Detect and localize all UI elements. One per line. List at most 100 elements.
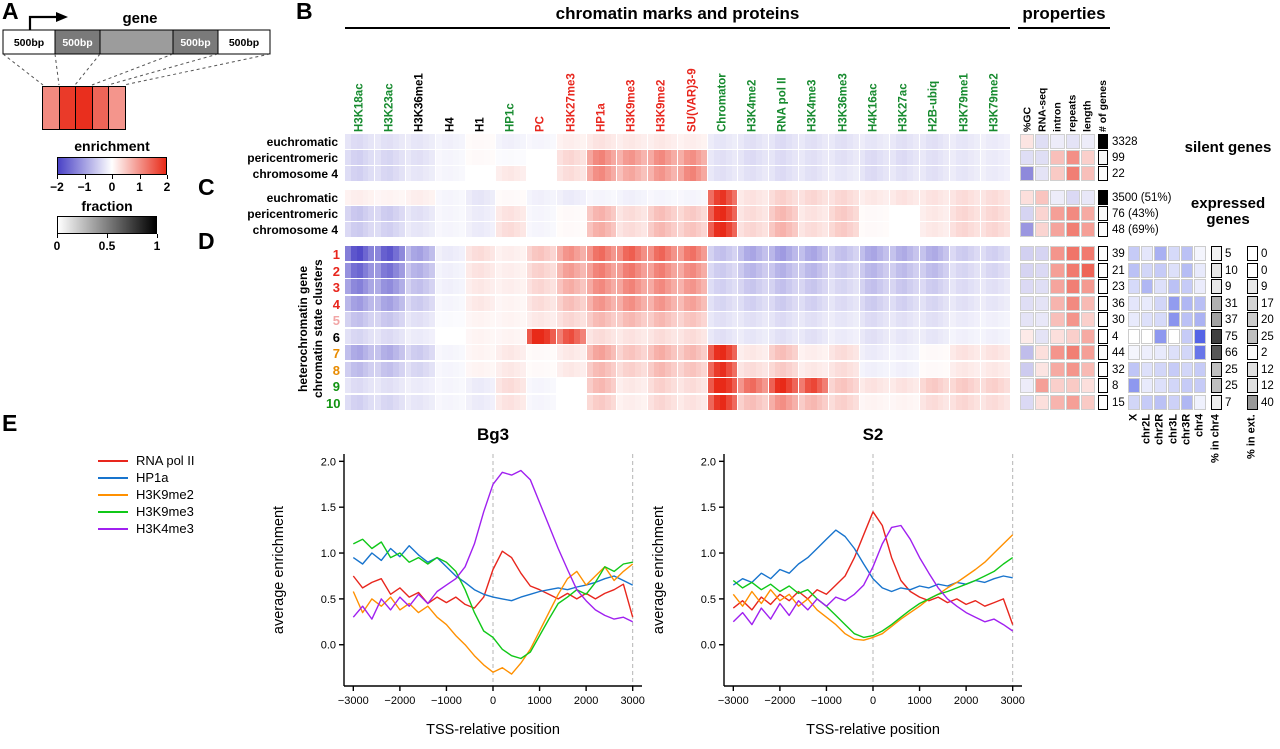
heatmap-bin	[671, 222, 677, 237]
heatmap-bin	[562, 378, 569, 393]
heatmap-cell-hp1c	[496, 166, 526, 181]
heatmap-cell-h3k79me2	[980, 206, 1010, 221]
heatmap-bin	[882, 150, 889, 165]
heatmap-bin	[889, 134, 896, 149]
heatmap-bin	[943, 246, 950, 261]
heatmap-bin	[483, 361, 490, 377]
heatmap-bin	[392, 222, 399, 237]
heatmap-bin	[786, 222, 793, 237]
heatmap-bin	[731, 222, 738, 237]
heatmap-bin	[725, 312, 732, 327]
heatmap-bin	[992, 262, 999, 278]
heatmap-bin	[598, 345, 605, 360]
gene-count: 39	[1112, 248, 1125, 260]
heatmap-cell-h1	[466, 262, 496, 278]
heatmap-cell-pc	[526, 262, 556, 278]
heatmap-bin	[786, 150, 793, 165]
heatmap-bin	[368, 222, 375, 237]
heatmap-bin	[889, 378, 896, 393]
property-cell-repeats	[1065, 246, 1080, 261]
heatmap-cell-h3k4me3	[798, 328, 829, 344]
heatmap-bin	[761, 295, 768, 311]
heatmap-bin	[992, 345, 999, 360]
heatmap-bin	[840, 394, 847, 410]
heatmap-bin	[574, 262, 581, 278]
heatmap-bin	[423, 166, 429, 181]
heatmap-cell-h2b-ubiq	[920, 134, 950, 149]
heatmap-bin	[780, 166, 787, 181]
heatmap-bin	[871, 361, 878, 377]
heatmap-cell-h3k27me3	[556, 394, 587, 410]
heatmap-bin	[405, 295, 412, 311]
heatmap-bin	[574, 295, 581, 311]
property-cell-repeats	[1065, 190, 1080, 205]
heatmap-bin	[526, 361, 533, 377]
heatmap-bin	[750, 328, 757, 344]
heatmap-bin	[768, 166, 775, 181]
series-rna-pol-ii	[732, 511, 1014, 625]
heatmap-bin	[877, 166, 883, 181]
heatmap-bin	[804, 328, 811, 344]
heatmap-bin	[962, 190, 968, 205]
heatmap-bin	[962, 378, 968, 393]
heatmap-bin	[877, 134, 883, 149]
heatmap-bin	[852, 312, 859, 327]
heatmap-cell-h3k4me3	[798, 279, 829, 294]
heatmap-bin	[496, 190, 503, 205]
heatmap-bin	[719, 222, 726, 237]
heatmap-cell-h3k9me2	[647, 262, 677, 278]
heatmap-bin	[483, 206, 490, 221]
heatmap-bin	[846, 312, 853, 327]
heatmap-bin	[375, 279, 382, 294]
heatmap-bin	[689, 222, 696, 237]
heatmap-bin	[677, 345, 684, 360]
heatmap-cell-h4	[435, 206, 466, 221]
heatmap-bin	[368, 394, 375, 410]
heatmap-bin	[574, 328, 581, 344]
heatmap-bin	[640, 295, 647, 311]
heatmap-bin	[871, 190, 878, 205]
heatmap-cell-h4k16ac	[859, 150, 889, 165]
y-tick-label: 1.0	[321, 548, 336, 560]
pct-chr4-value: 10	[1225, 264, 1238, 277]
heatmap-bin	[640, 345, 647, 360]
chrom-cell-chr2l	[1141, 312, 1154, 327]
gene-count: 30	[1112, 314, 1125, 326]
heatmap-bin	[345, 394, 351, 410]
heatmap-bin	[544, 361, 551, 377]
heatmap-bin	[386, 246, 393, 261]
heatmap-cell-h4	[435, 134, 466, 149]
property-cell-intron	[1050, 295, 1065, 311]
heatmap-bin	[386, 345, 393, 360]
heatmap-cell-h3k18ac	[345, 246, 375, 261]
chrom-cell-chr2r	[1154, 279, 1167, 294]
heatmap-bin	[695, 361, 702, 377]
heatmap-bin	[417, 361, 424, 377]
heatmap-bin	[671, 190, 677, 205]
heatmap-bin	[882, 345, 889, 360]
heatmap-bin	[986, 328, 993, 344]
heatmap-bin	[604, 166, 611, 181]
heatmap-bin	[677, 295, 684, 311]
heatmap-bin	[653, 134, 660, 149]
heatmap-bin	[568, 378, 575, 393]
heatmap-cell-h3k36me1	[405, 312, 435, 327]
heatmap-bin	[810, 222, 817, 237]
heatmap-cell-h3k36me3	[829, 262, 859, 278]
x-tick-label: −3000	[338, 695, 369, 707]
heatmap-bin	[544, 262, 551, 278]
heatmap-bin	[623, 345, 630, 360]
column-label-h3k36me1: H3K36me1	[413, 73, 426, 132]
heatmap-row-silent-genes-chromosome-4	[345, 166, 1010, 181]
heatmap-bin	[453, 378, 460, 393]
heatmap-bin	[913, 378, 920, 393]
heatmap-cell-h3k23ac	[375, 361, 405, 377]
heatmap-cell-h3k79me1	[950, 345, 980, 360]
heatmap-bin	[992, 134, 999, 149]
heatmap-bin	[381, 295, 387, 311]
chrom-cell-x	[1128, 246, 1141, 261]
chrom-cell-chr3r	[1180, 394, 1193, 410]
heatmap-bin	[810, 166, 817, 181]
heatmap-bin	[598, 190, 605, 205]
heatmap-bin	[466, 328, 472, 344]
